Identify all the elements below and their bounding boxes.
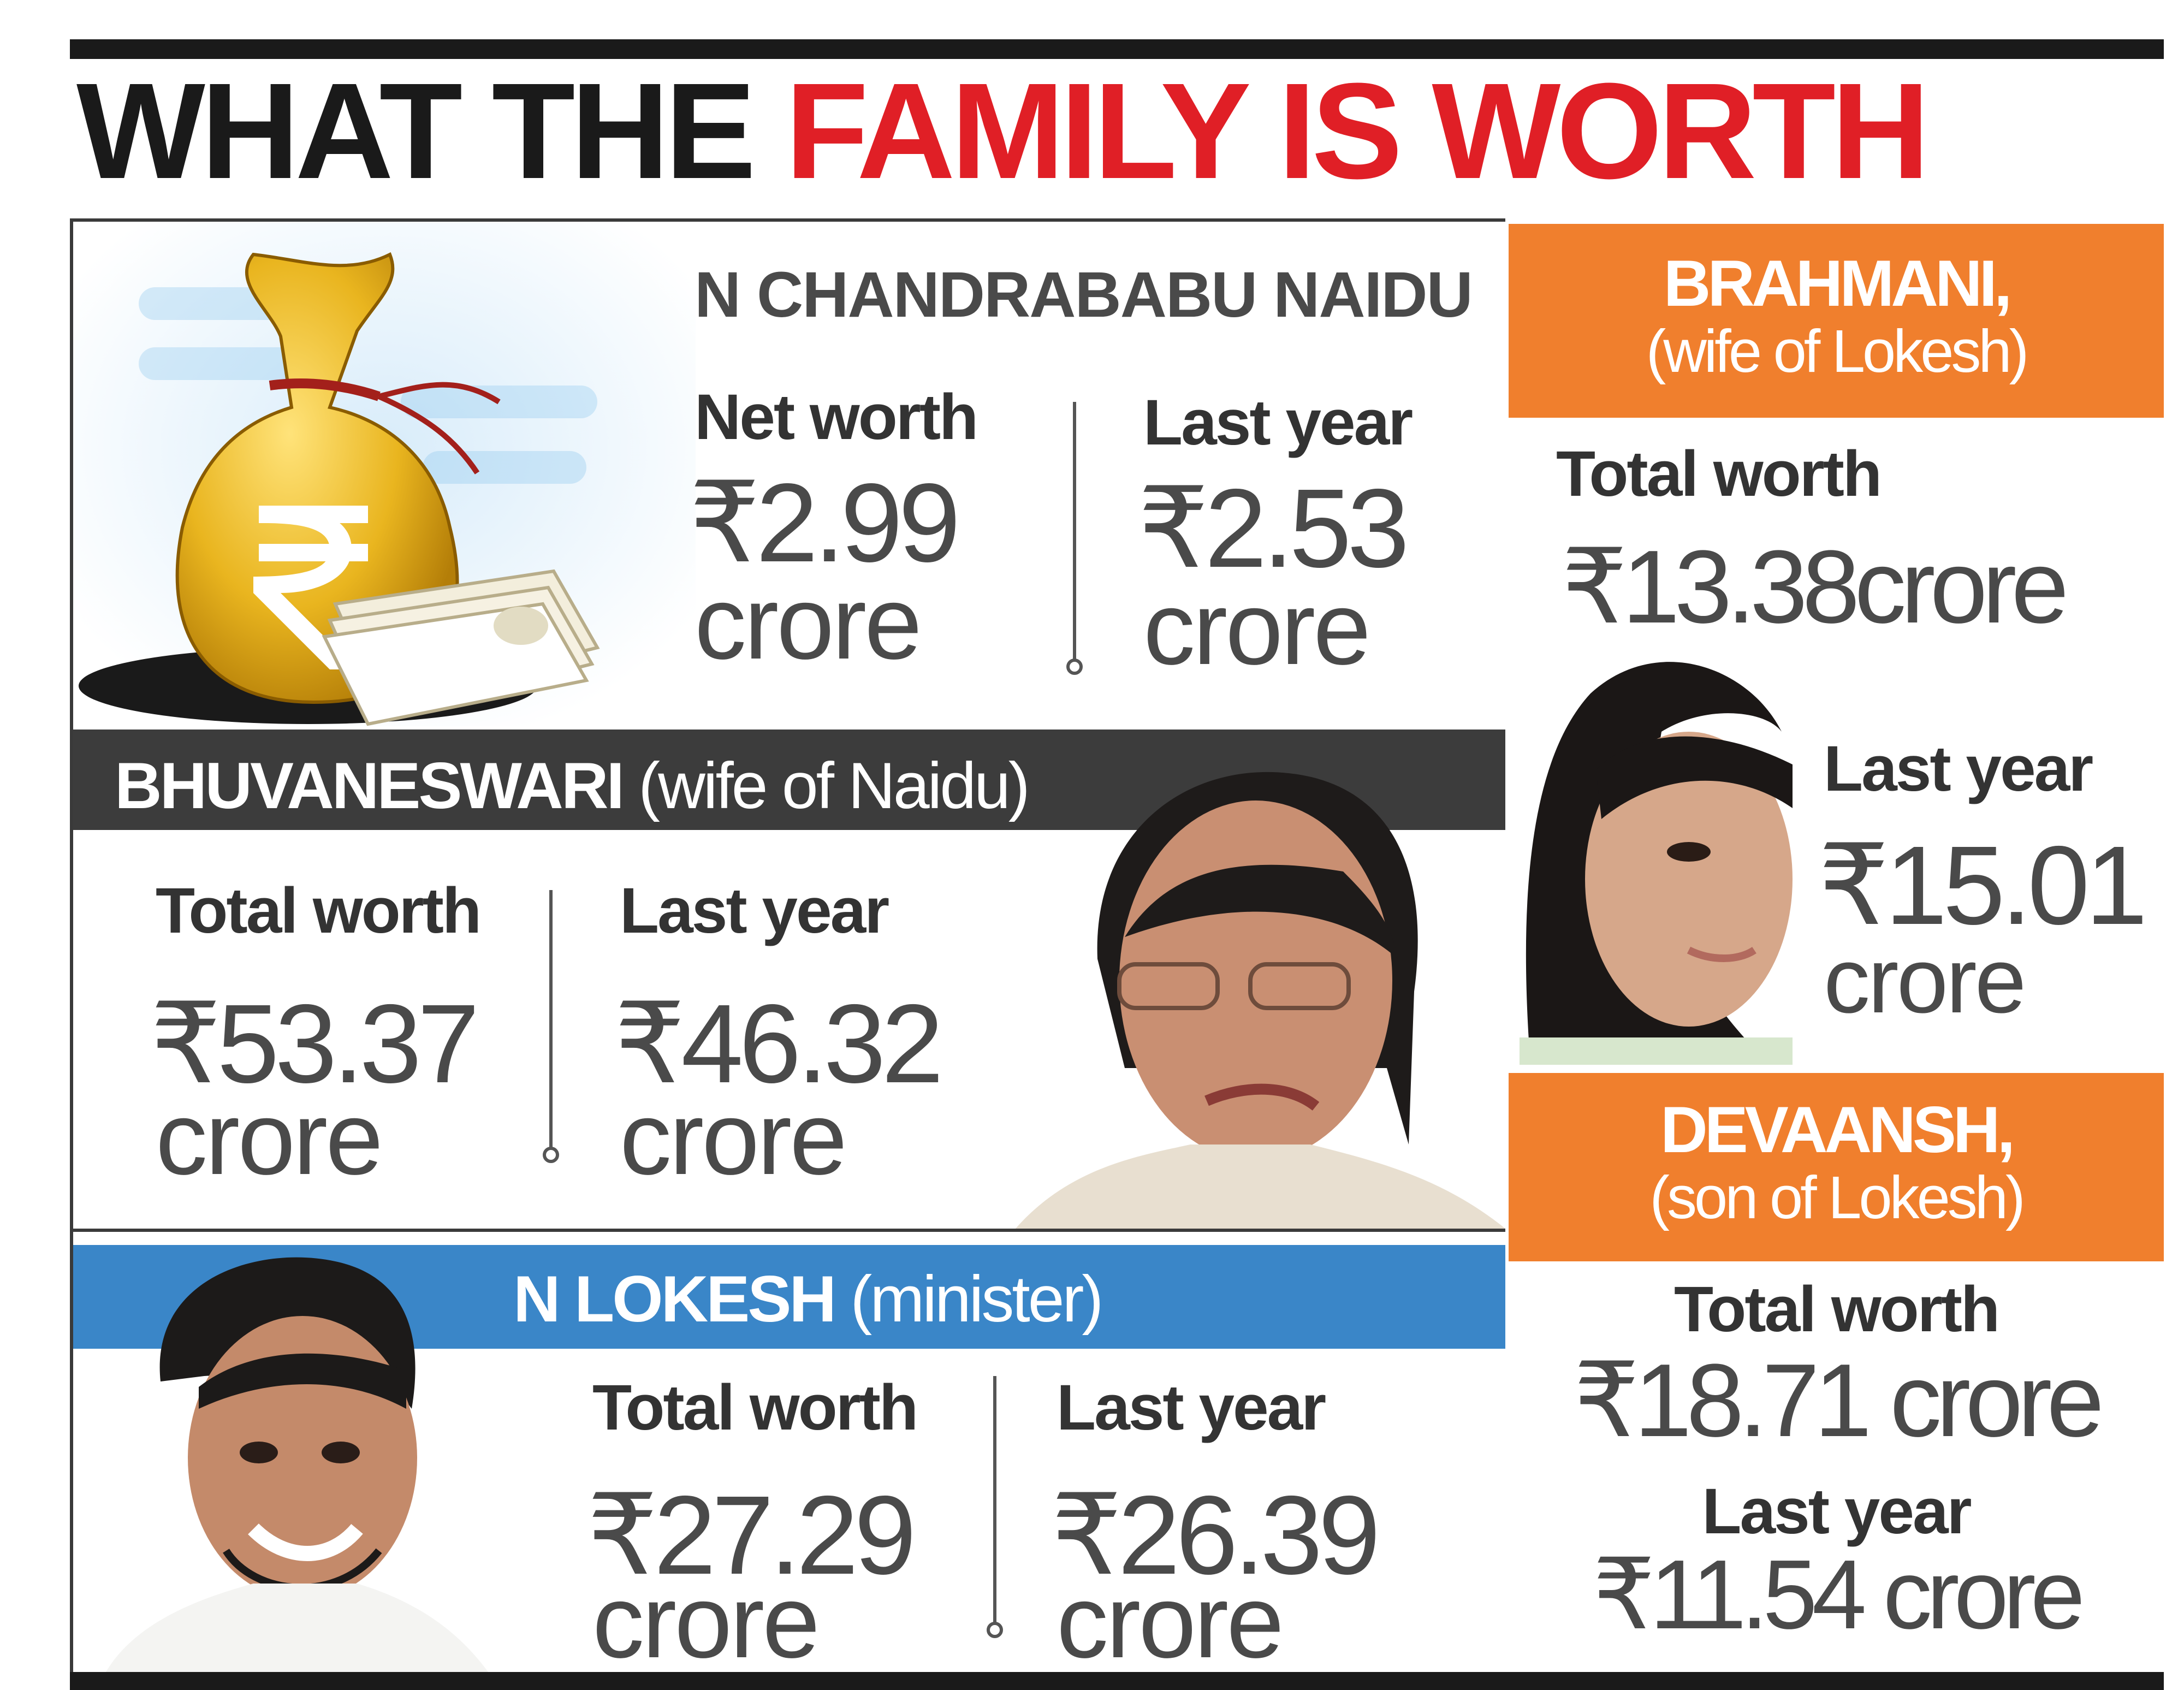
headline: WHAT THE FAMILY IS WORTH bbox=[76, 60, 1930, 202]
bhuvaneswari-current-unit: crore bbox=[156, 1081, 383, 1196]
rupee-icon bbox=[253, 506, 368, 669]
lokesh-photo bbox=[106, 1257, 488, 1672]
brahmani-last-unit: crore bbox=[1824, 929, 2026, 1033]
brahmani-role: (wife of Lokesh) bbox=[1646, 318, 2029, 385]
naidu-name: N CHANDRABABU NAIDU bbox=[695, 259, 1473, 331]
lokesh-last-label: Last year bbox=[1057, 1372, 1326, 1444]
money-bag-illustration bbox=[73, 222, 696, 726]
naidu-last-label: Last year bbox=[1143, 387, 1413, 459]
devaansh-last-value: ₹11.54 crore bbox=[1593, 1540, 2085, 1650]
naidu-last-value: ₹2.53 bbox=[1138, 466, 1409, 591]
lokesh-role: (minister) bbox=[850, 1262, 1103, 1336]
bhuvaneswari-last-label: Last year bbox=[620, 875, 889, 947]
lokesh-heading: N LOKESH (minister) bbox=[513, 1261, 1103, 1337]
bhuvaneswari-divider bbox=[549, 890, 553, 1152]
bhuvaneswari-photo bbox=[961, 772, 1505, 1229]
lokesh-current-value: ₹27.29 bbox=[587, 1473, 916, 1598]
naidu-last-unit: crore bbox=[1143, 571, 1371, 686]
lokesh-divider bbox=[993, 1376, 996, 1627]
naidu-block: N CHANDRABABU NAIDU Net worth ₹2.99 cror… bbox=[73, 222, 1505, 730]
money-bag-icon bbox=[175, 252, 501, 704]
devaansh-current-value: ₹18.71 crore bbox=[1573, 1343, 2104, 1458]
devaansh-banner bbox=[1509, 1073, 2164, 1261]
lokesh-last-value: ₹26.39 bbox=[1051, 1473, 1380, 1598]
lokesh-current-unit: crore bbox=[592, 1564, 820, 1680]
naidu-divider bbox=[1073, 402, 1076, 664]
naidu-current-unit: crore bbox=[695, 565, 922, 681]
bhuvaneswari-last-value: ₹46.32 bbox=[614, 981, 943, 1106]
naidu-divider-dot bbox=[1066, 659, 1083, 675]
devaansh-last-label: Last year bbox=[1702, 1475, 1972, 1547]
bhuvaneswari-divider-dot bbox=[543, 1147, 559, 1163]
bhuvaneswari-role: (wife of Naidu) bbox=[638, 749, 1030, 822]
bottom-rule bbox=[70, 1672, 2164, 1690]
bhuvaneswari-last-unit: crore bbox=[620, 1081, 847, 1196]
lokesh-divider-dot bbox=[987, 1622, 1003, 1638]
headline-part-1: WHAT THE bbox=[76, 55, 786, 207]
devaansh-current-label: Total worth bbox=[1673, 1273, 2000, 1345]
lokesh-separator bbox=[73, 1229, 1505, 1232]
brahmani-last-value: ₹15.01 bbox=[1818, 823, 2147, 948]
devaansh-name: DEVAANSH, bbox=[1660, 1093, 2015, 1166]
top-rule bbox=[70, 39, 2164, 59]
lokesh-name: N LOKESH bbox=[513, 1262, 836, 1336]
brahmani-current-value: ₹13.38crore bbox=[1562, 529, 2069, 645]
devaansh-role: (son of Lokesh) bbox=[1649, 1164, 2025, 1231]
naidu-current-value: ₹2.99 bbox=[689, 460, 960, 585]
naidu-current-label: Net worth bbox=[695, 381, 978, 453]
bhuvaneswari-current-value: ₹53.37 bbox=[150, 981, 479, 1106]
brahmani-photo bbox=[1520, 662, 1793, 1065]
brahmani-last-label: Last year bbox=[1824, 733, 2093, 805]
currency-notes-icon bbox=[322, 569, 600, 726]
lokesh-last-unit: crore bbox=[1057, 1564, 1284, 1680]
lokesh-current-label: Total worth bbox=[592, 1372, 918, 1444]
brahmani-banner bbox=[1509, 224, 2164, 418]
bhuvaneswari-current-label: Total worth bbox=[156, 875, 482, 947]
bhuvaneswari-heading: BHUVANESWARI (wife of Naidu) bbox=[115, 748, 1030, 823]
brahmani-name: BRAHMANI, bbox=[1663, 247, 2013, 320]
headline-part-2: FAMILY IS WORTH bbox=[785, 55, 1930, 207]
brahmani-current-label: Total worth bbox=[1556, 438, 1882, 510]
bhuvaneswari-name: BHUVANESWARI bbox=[115, 749, 625, 822]
